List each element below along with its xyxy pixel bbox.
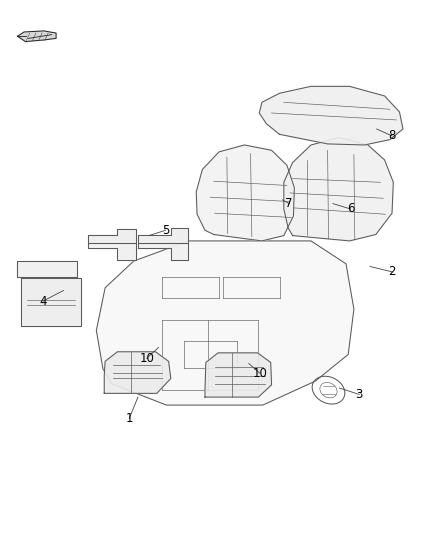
Polygon shape bbox=[284, 138, 393, 241]
Text: 6: 6 bbox=[346, 203, 354, 215]
Polygon shape bbox=[104, 352, 171, 393]
Text: 3: 3 bbox=[356, 388, 363, 401]
Text: 8: 8 bbox=[389, 130, 396, 142]
Text: 5: 5 bbox=[162, 224, 169, 237]
Polygon shape bbox=[17, 261, 77, 277]
Text: 7: 7 bbox=[285, 197, 293, 210]
Text: 4: 4 bbox=[39, 295, 47, 308]
Polygon shape bbox=[18, 31, 56, 42]
Polygon shape bbox=[259, 86, 403, 145]
Polygon shape bbox=[88, 243, 136, 260]
Text: 2: 2 bbox=[388, 265, 396, 278]
Text: 10: 10 bbox=[252, 367, 267, 379]
Polygon shape bbox=[205, 353, 272, 397]
Polygon shape bbox=[138, 228, 188, 243]
Text: 1: 1 bbox=[125, 412, 133, 425]
Polygon shape bbox=[196, 145, 294, 241]
Text: 10: 10 bbox=[139, 352, 154, 365]
Polygon shape bbox=[138, 243, 188, 260]
Polygon shape bbox=[96, 241, 354, 405]
Polygon shape bbox=[21, 278, 81, 326]
Polygon shape bbox=[88, 229, 136, 243]
